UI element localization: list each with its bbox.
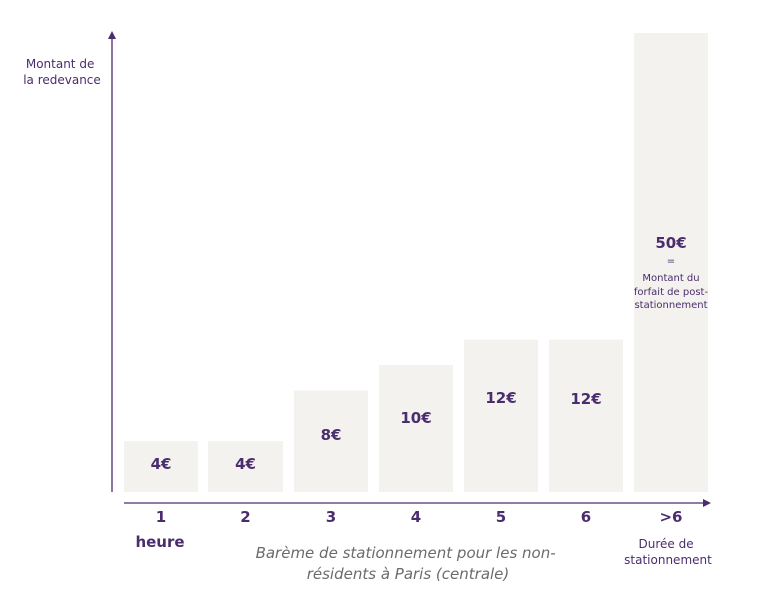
x-tick-3: 3: [326, 508, 336, 526]
bar-4: [379, 365, 453, 492]
bar-6: [549, 339, 623, 492]
x-tick-5: 5: [496, 508, 506, 526]
x-tick-2: 2: [240, 508, 250, 526]
bar-value-label-3: 8€: [321, 426, 342, 444]
bar-value-label-1: 4€: [151, 455, 172, 473]
x-tick-unit: heure: [135, 533, 184, 551]
last-bar-note-line-3: forfait de post-: [634, 287, 709, 298]
last-bar-note-line-2: Montant du: [642, 273, 699, 284]
y-axis-label: Montant de la redevance: [23, 57, 101, 87]
last-bar-note-line-4: stationnement: [634, 300, 707, 311]
bar-value-label-4: 10€: [400, 409, 431, 427]
bar-7: [634, 33, 708, 492]
last-bar-note-line-1: =: [667, 256, 675, 267]
x-tick-6: 6: [581, 508, 591, 526]
bar-value-label-5: 12€: [485, 389, 516, 407]
x-axis-label: Durée de stationnement: [624, 537, 712, 567]
bar-value-label-6: 12€: [570, 390, 601, 408]
bar-value-label-7: 50€: [655, 234, 686, 252]
bar-5: [464, 339, 538, 492]
x-tick-1: 1: [156, 508, 166, 526]
bar-1: [124, 441, 198, 492]
bar-3: [294, 390, 368, 492]
x-tick-4: 4: [411, 508, 421, 526]
bars: 4€ 4€ 8€ 10€ 12€ 12€ 50€ = Montant du forfait de …: [124, 33, 708, 492]
x-tick-7: >6: [659, 508, 682, 526]
x-tick-labels: 1 2 3 4 5 6 >6: [156, 508, 683, 526]
bar-2: [208, 441, 283, 492]
chart-caption: Barème de stationnement pour les non- ré…: [256, 544, 561, 583]
bar-value-label-2: 4€: [235, 455, 256, 473]
